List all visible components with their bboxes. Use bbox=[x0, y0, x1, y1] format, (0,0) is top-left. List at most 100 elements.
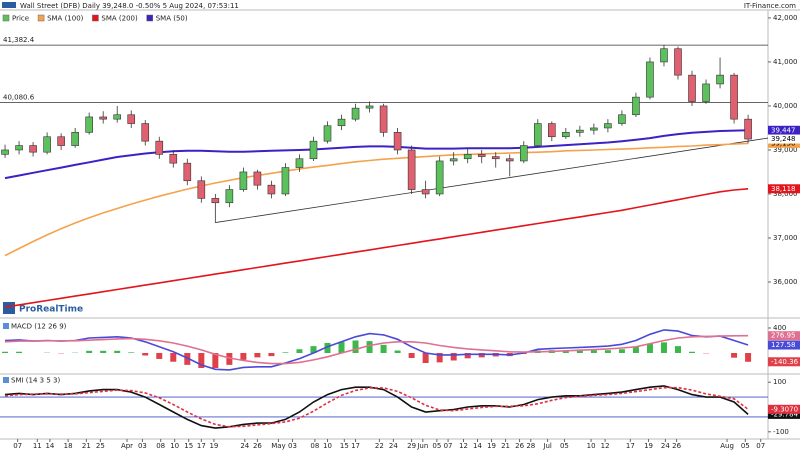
candle-body bbox=[548, 123, 556, 138]
x-tick-label: 29 bbox=[407, 442, 416, 450]
level-label: 40,080.6 bbox=[3, 93, 35, 101]
logo bbox=[2, 2, 16, 8]
candle-body bbox=[183, 162, 192, 182]
candle-body bbox=[519, 145, 528, 162]
y-tick-label: 39,000 bbox=[773, 146, 798, 154]
candle-body bbox=[533, 123, 542, 146]
candle-body bbox=[590, 127, 598, 131]
histogram-bar bbox=[394, 350, 401, 353]
histogram-label-box bbox=[768, 357, 800, 367]
candle-body bbox=[351, 107, 360, 120]
x-tick-label: Jun bbox=[416, 442, 428, 450]
x-tick-label: 15 bbox=[184, 442, 193, 450]
histogram-bar bbox=[380, 344, 387, 353]
histogram-bar bbox=[142, 353, 149, 356]
candle-body bbox=[253, 171, 262, 186]
histogram-bar bbox=[296, 349, 303, 353]
histogram-bar bbox=[450, 353, 457, 361]
header-title: Wall Street (DFB) Daily 39,248.0 -0.50% … bbox=[20, 2, 239, 10]
histogram-bar bbox=[632, 346, 639, 353]
price-label: 39,248 bbox=[771, 135, 796, 143]
x-tick-label: 07 bbox=[444, 442, 453, 450]
candle-body bbox=[660, 48, 668, 63]
x-tick-label: 05 bbox=[432, 442, 441, 450]
x-tick-label: 26 bbox=[515, 442, 524, 450]
histogram-bar bbox=[86, 350, 93, 353]
candle-body bbox=[57, 136, 65, 146]
legend-entry: SMA (50) bbox=[156, 15, 188, 23]
panel-title: SMI (14 3 5 3) bbox=[11, 377, 60, 385]
x-tick-label: 15 bbox=[340, 442, 349, 450]
histogram-bar bbox=[254, 353, 261, 358]
candle-body bbox=[618, 114, 626, 124]
candle-body bbox=[197, 180, 206, 199]
x-tick-label: 24 bbox=[240, 442, 249, 450]
histogram-bar bbox=[366, 341, 373, 353]
x-tick-label: 14 bbox=[45, 442, 54, 450]
histogram-bar bbox=[408, 353, 415, 358]
legend-entry: SMA (100) bbox=[47, 15, 84, 23]
x-tick-label: 12 bbox=[601, 442, 610, 450]
candle-body bbox=[688, 74, 696, 102]
x-tick-label: 26 bbox=[253, 442, 262, 450]
x-tick-label: 08 bbox=[156, 442, 165, 450]
candle-body bbox=[463, 154, 472, 160]
x-tick-label: 10 bbox=[323, 442, 332, 450]
legend-swatch bbox=[146, 14, 153, 22]
histogram-bar bbox=[170, 353, 177, 362]
panel-title-swatch bbox=[3, 377, 9, 383]
histogram-bar bbox=[212, 353, 219, 368]
x-tick-label: 12 bbox=[459, 442, 468, 450]
candle-body bbox=[337, 118, 346, 127]
candle-body bbox=[393, 132, 402, 151]
histogram-bar bbox=[436, 353, 443, 363]
x-tick-label: 24 bbox=[389, 442, 398, 450]
histogram-bar bbox=[310, 346, 317, 353]
histogram-bar bbox=[352, 340, 359, 353]
candle-body bbox=[71, 132, 79, 146]
y-tick-label: -100 bbox=[773, 428, 789, 436]
histogram-bar bbox=[646, 343, 653, 353]
last-value-label-box bbox=[768, 331, 800, 341]
histogram-bar bbox=[156, 353, 163, 359]
candle-body bbox=[281, 167, 290, 195]
x-tick-label: 05 bbox=[741, 442, 750, 450]
candle-body bbox=[365, 105, 374, 109]
x-tick-label: 14 bbox=[473, 442, 482, 450]
histogram-bar bbox=[689, 351, 696, 353]
candle-body bbox=[155, 140, 164, 155]
y-tick-label: 38,000 bbox=[773, 190, 798, 198]
histogram-bar bbox=[422, 353, 429, 363]
candle-body bbox=[632, 96, 640, 116]
series-line bbox=[4, 142, 749, 257]
x-tick-label: May bbox=[271, 442, 285, 450]
legend-entry: SMA (200) bbox=[101, 15, 138, 23]
candle-body bbox=[477, 154, 486, 157]
x-tick-label: Jul bbox=[542, 442, 552, 450]
candle-body bbox=[435, 160, 444, 195]
watermark: ProRealTime bbox=[19, 305, 83, 315]
level-label: 41,382.4 bbox=[3, 36, 35, 44]
panel-title: MACD (12 26 9) bbox=[11, 323, 67, 331]
last-value-label-box bbox=[768, 340, 800, 350]
last-value-label: 276.95 bbox=[771, 332, 796, 340]
y-tick-label: 42,000 bbox=[773, 14, 798, 22]
candle-body bbox=[562, 132, 570, 138]
histogram-bar bbox=[660, 342, 667, 353]
histogram-bar bbox=[198, 353, 205, 368]
candle-body bbox=[29, 145, 37, 153]
histogram-bar bbox=[240, 353, 247, 360]
histogram-label: -140.36 bbox=[771, 358, 799, 366]
candle-body bbox=[295, 158, 304, 168]
x-tick-label: 19 bbox=[209, 442, 218, 450]
candle-body bbox=[379, 105, 388, 133]
y-tick-label: 100 bbox=[773, 378, 786, 386]
candle-body bbox=[421, 189, 430, 195]
candle-body bbox=[267, 184, 276, 195]
x-tick-label: 22 bbox=[375, 442, 384, 450]
candle-body bbox=[491, 156, 500, 160]
candle-body bbox=[211, 198, 220, 204]
candle-body bbox=[744, 118, 752, 140]
x-tick-label: 10 bbox=[170, 442, 179, 450]
histogram-bar bbox=[674, 346, 681, 353]
